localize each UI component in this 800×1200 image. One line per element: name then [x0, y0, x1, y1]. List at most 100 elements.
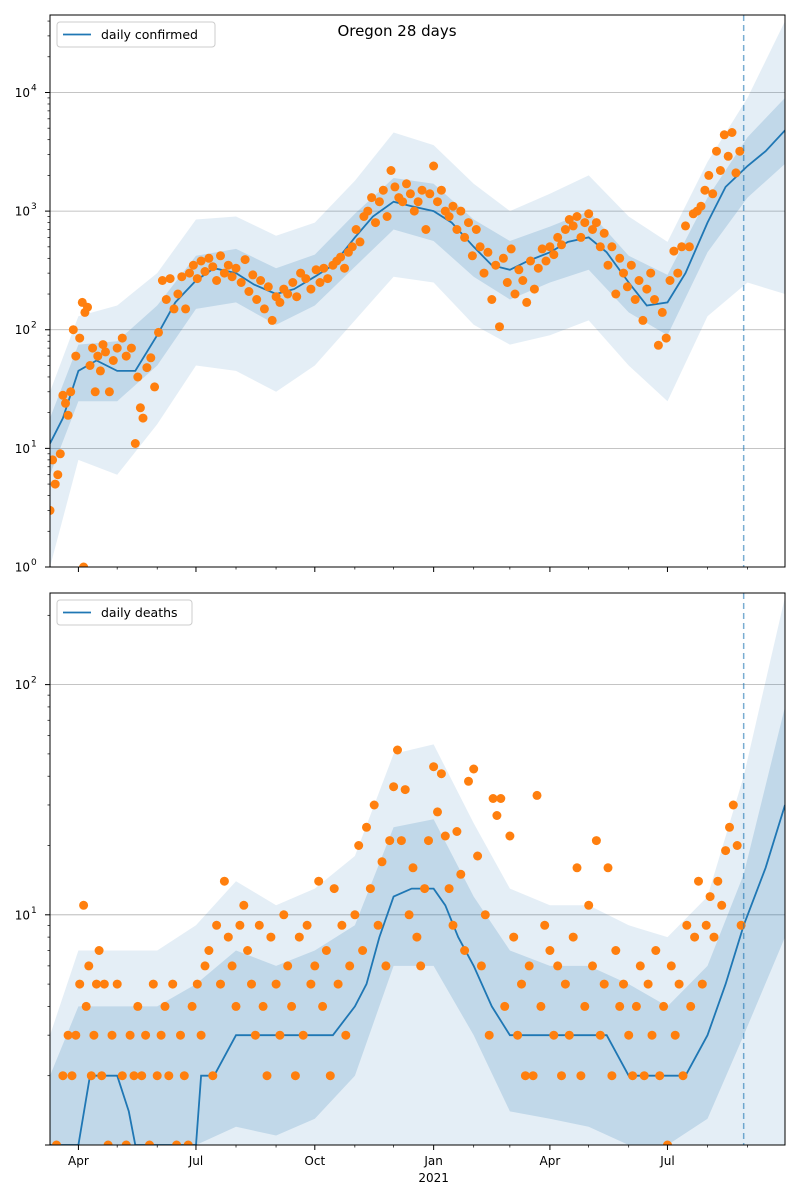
observed-point	[700, 185, 710, 195]
observed-point	[469, 764, 479, 774]
observed-point	[498, 253, 508, 263]
fit-line	[50, 129, 785, 444]
observed-point	[735, 146, 745, 156]
observed-point	[231, 1001, 241, 1011]
observed-point	[603, 863, 613, 873]
observed-point	[378, 185, 388, 195]
observed-point	[615, 1001, 625, 1011]
observed-point	[385, 836, 395, 846]
observed-point	[686, 1001, 696, 1011]
observed-point	[509, 932, 519, 942]
y-tick-exponent: 2	[31, 676, 37, 686]
observed-point	[398, 197, 408, 207]
observed-point	[150, 382, 160, 392]
observed-point	[630, 295, 640, 304]
observed-point	[520, 1071, 530, 1081]
observed-point	[244, 287, 254, 296]
observed-point	[112, 979, 122, 989]
observed-point	[351, 225, 361, 234]
observed-point	[476, 961, 486, 971]
observed-point	[607, 1071, 617, 1081]
legend-label: daily deaths	[101, 605, 178, 620]
observed-point	[138, 413, 148, 423]
observed-point	[374, 197, 384, 207]
observed-point	[288, 278, 298, 287]
legend: daily deaths	[56, 599, 193, 626]
observed-point	[355, 237, 365, 247]
observed-point	[424, 836, 433, 846]
observed-point	[603, 260, 613, 270]
observed-point	[416, 961, 426, 971]
figure-title: Oregon 28 days	[337, 22, 456, 40]
observed-point	[421, 225, 431, 234]
observed-point	[125, 1030, 135, 1040]
observed-point	[728, 800, 738, 810]
observed-point	[588, 961, 597, 971]
observed-point	[107, 1030, 117, 1040]
observed-point	[247, 979, 256, 989]
observed-point	[79, 900, 89, 910]
observed-point	[677, 242, 687, 252]
observed-point	[487, 295, 497, 304]
observed-point	[576, 1071, 586, 1081]
observed-point	[294, 932, 304, 942]
observed-point	[157, 276, 167, 285]
observed-point	[267, 315, 277, 325]
observed-point	[393, 745, 402, 755]
observed-point	[58, 1071, 68, 1081]
observed-point	[377, 857, 387, 867]
observed-point	[50, 455, 58, 465]
observed-point	[325, 1071, 335, 1081]
observed-point	[173, 289, 183, 299]
y-tick-label: 10	[15, 442, 30, 456]
observed-point	[145, 1140, 154, 1145]
observed-point	[283, 289, 293, 299]
observed-point	[526, 256, 535, 266]
observed-point	[227, 961, 237, 971]
y-tick-exponent: 1	[31, 439, 37, 449]
observed-point	[473, 851, 483, 861]
y-tick-exponent: 4	[31, 83, 37, 93]
observed-point	[85, 361, 95, 370]
observed-point	[444, 884, 454, 894]
observed-point	[248, 270, 258, 280]
observed-point	[540, 920, 550, 930]
observed-point	[694, 876, 703, 886]
observed-point	[216, 979, 225, 989]
observed-point	[568, 221, 578, 231]
observed-point	[66, 387, 76, 397]
observed-point	[536, 1001, 546, 1011]
observed-point	[204, 253, 214, 263]
observed-point	[436, 769, 446, 779]
observed-point	[599, 228, 609, 238]
observed-point	[661, 333, 671, 343]
observed-point	[452, 225, 462, 234]
observed-point	[283, 961, 293, 971]
observed-point	[495, 322, 504, 332]
observed-point	[433, 197, 442, 207]
observed-point	[192, 979, 202, 989]
observed-point	[631, 1001, 641, 1011]
observed-point	[444, 212, 454, 221]
observed-point	[557, 240, 566, 250]
observed-point	[329, 884, 339, 894]
observed-point	[75, 979, 85, 989]
observed-point	[642, 284, 652, 294]
observed-point	[669, 246, 679, 256]
observed-point	[638, 315, 648, 325]
observed-point	[63, 410, 73, 420]
observed-point	[350, 910, 360, 920]
legend: daily confirmed	[56, 21, 216, 48]
axes-frame	[49, 592, 786, 1146]
observed-point	[400, 785, 410, 795]
observed-point	[560, 979, 570, 989]
y-tick-label: 10	[15, 561, 30, 575]
legend-box	[56, 599, 193, 626]
observed-point	[678, 1071, 688, 1081]
observed-point	[315, 278, 325, 287]
observed-point	[634, 276, 644, 285]
observed-point	[121, 1140, 131, 1145]
observed-point	[50, 505, 55, 515]
observed-point	[354, 841, 364, 850]
x-tick-label: Jul	[659, 1154, 674, 1168]
